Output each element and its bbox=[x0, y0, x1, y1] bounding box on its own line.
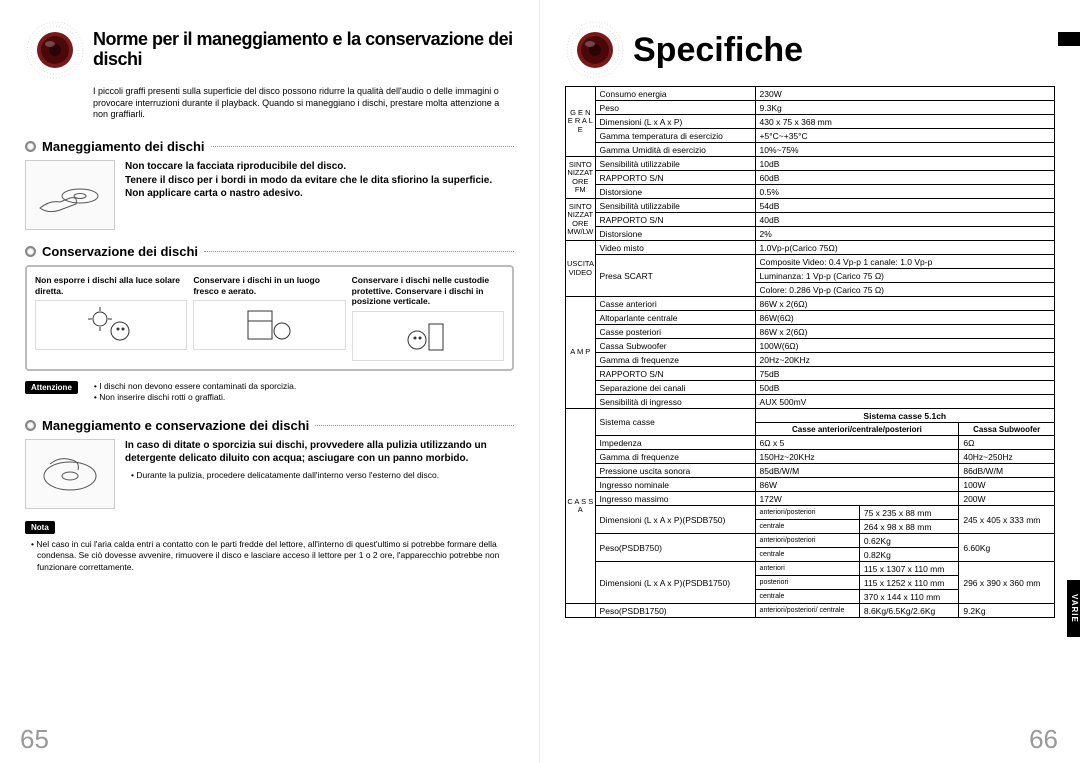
storage-tip: Conservare i dischi in un luogo fresco e… bbox=[193, 275, 345, 296]
page-header: Specifiche bbox=[565, 20, 1055, 80]
case-illustration bbox=[352, 311, 504, 361]
divider bbox=[211, 146, 514, 147]
cat-amp: A M P bbox=[566, 297, 596, 409]
cleaning-sub: Durante la pulizia, procedere delicatame… bbox=[131, 470, 514, 481]
cat-video: USCITA VIDEO bbox=[566, 241, 596, 297]
side-tab: VARIE bbox=[1067, 580, 1080, 637]
section-handling: Maneggiamento dei dischi Non toccare la … bbox=[25, 139, 514, 230]
attention-block: Attenzione I dischi non devono essere co… bbox=[25, 381, 514, 404]
section-cleaning: Maneggiamento e conservazione dei dischi… bbox=[25, 418, 514, 573]
sun-disc-illustration bbox=[35, 300, 187, 350]
hand-disc-illustration bbox=[25, 160, 115, 230]
page-number: 66 bbox=[1029, 724, 1058, 755]
divider bbox=[315, 425, 514, 426]
cat-mw: SINTO NIZZAT ORE MW/LW bbox=[566, 199, 596, 241]
note-item: I dischi non devono essere contaminati d… bbox=[94, 381, 296, 392]
specifications-table: G E N E R A L E Consumo energia230W Peso… bbox=[565, 86, 1055, 618]
storage-tip: Non esporre i dischi alla luce solare di… bbox=[35, 275, 187, 296]
note-item: Non inserire dischi rotti o graffiati. bbox=[94, 392, 296, 403]
cat-generale: G E N E R A L E bbox=[566, 87, 596, 157]
divider bbox=[204, 251, 514, 252]
cat-cassa: C A S S A bbox=[566, 409, 596, 604]
storage-tip: Conservare i dischi nelle custodie prote… bbox=[352, 275, 504, 307]
condensation-note: Nel caso in cui l'aria calda entri a con… bbox=[31, 539, 514, 573]
page-66: Specifiche G E N E R A L E Consumo energ… bbox=[540, 0, 1080, 763]
cleaning-text: In caso di ditate o sporcizia sui dischi… bbox=[125, 439, 514, 466]
page-title: Specifiche bbox=[633, 31, 803, 70]
intro-text: I piccoli graffi presenti sulla superfic… bbox=[93, 86, 514, 121]
section-heading: Maneggiamento e conservazione dei dischi bbox=[42, 418, 309, 433]
speaker-icon bbox=[565, 20, 625, 80]
bullet-icon bbox=[25, 246, 36, 257]
page-title: Norme per il maneggiamento e la conserva… bbox=[93, 30, 514, 70]
bullet-icon bbox=[25, 141, 36, 152]
attention-badge: Attenzione bbox=[25, 381, 78, 394]
cat-fm: SINTO NIZZAT ORE FM bbox=[566, 157, 596, 199]
edge-marker bbox=[1058, 32, 1080, 46]
note-badge: Nota bbox=[25, 521, 55, 534]
bullet-icon bbox=[25, 420, 36, 431]
clean-disc-illustration bbox=[25, 439, 115, 509]
section-heading: Conservazione dei dischi bbox=[42, 244, 198, 259]
page-65: Norme per il maneggiamento e la conserva… bbox=[0, 0, 540, 763]
section-text: Non toccare la facciata riproducibile de… bbox=[125, 160, 492, 201]
page-header: Norme per il maneggiamento e la conserva… bbox=[25, 20, 514, 80]
page-number: 65 bbox=[20, 724, 49, 755]
section-storage: Conservazione dei dischi Non esporre i d… bbox=[25, 244, 514, 404]
section-heading: Maneggiamento dei dischi bbox=[42, 139, 205, 154]
speaker-icon bbox=[25, 20, 85, 80]
cool-place-illustration bbox=[193, 300, 345, 350]
